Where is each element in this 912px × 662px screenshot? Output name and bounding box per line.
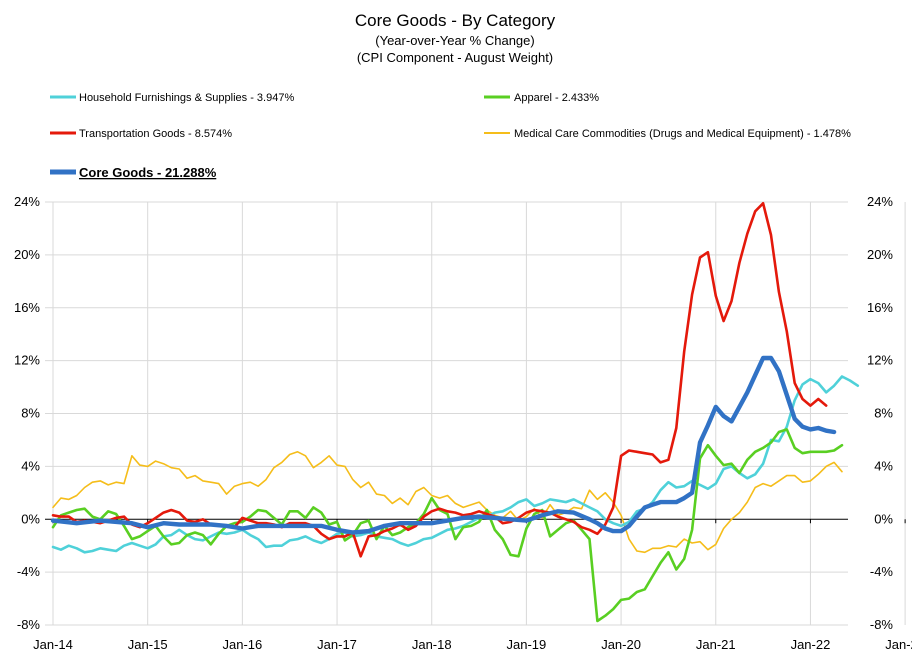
chart-title: Core Goods - By Category (355, 11, 556, 30)
y-tick-label-left: 20% (14, 247, 40, 262)
x-tick-label: Jan-23 (885, 637, 912, 652)
x-tick-label: Jan-22 (791, 637, 831, 652)
y-tick-label-right: 16% (867, 300, 893, 315)
x-tick-label: Jan-15 (128, 637, 168, 652)
y-axis-right-labels: 24% 20% 16% 12% 8% 4% 0% -4% -8% (867, 194, 893, 632)
x-tick-label: Jan-18 (412, 637, 452, 652)
y-tick-label-left: 24% (14, 194, 40, 209)
x-tick-label: Jan-17 (317, 637, 357, 652)
y-tick-label-right: 12% (867, 353, 893, 368)
y-tick-label-right: 4% (874, 458, 893, 473)
legend-label-core-goods: Core Goods - 21.288% (79, 165, 217, 180)
y-tick-label-left: 8% (21, 406, 40, 421)
legend-label-transportation: Transportation Goods - 8.574% (79, 128, 232, 140)
y-tick-label-right: -8% (870, 617, 894, 632)
legend-label-household: Household Furnishings & Supplies - 3.947… (79, 92, 294, 104)
series-apparel-line (51, 428, 844, 623)
y-tick-label-right: 24% (867, 194, 893, 209)
legend-label-apparel: Apparel - 2.433% (514, 92, 599, 104)
series-medical-line (52, 450, 843, 554)
x-tick-label: Jan-21 (696, 637, 736, 652)
y-tick-label-right: 20% (867, 247, 893, 262)
series-transportation-line (51, 202, 828, 558)
y-tick-label-left: -8% (17, 617, 41, 632)
series-core-goods-line (50, 355, 837, 535)
series-lines (50, 202, 860, 623)
y-axis-left-labels: 24% 20% 16% 12% 8% 4% 0% -4% -8% (14, 194, 40, 632)
y-tick-label-right: 0% (874, 511, 893, 526)
x-tick-label: Jan-16 (222, 637, 262, 652)
y-tick-label-left: 12% (14, 353, 40, 368)
x-tick-label: Jan-20 (601, 637, 641, 652)
gridlines (45, 201, 906, 626)
chart-subtitle-2: (CPI Component - August Weight) (357, 50, 553, 65)
chart-subtitle-1: (Year-over-Year % Change) (375, 33, 534, 48)
x-axis-labels: Jan-14 Jan-15 Jan-16 Jan-17 Jan-18 Jan-19 Jan-… (33, 637, 912, 652)
legend-label-medical: Medical Care Commodities (Drugs and Medi… (514, 128, 851, 140)
x-tick-label: Jan-14 (33, 637, 73, 652)
y-tick-label-right: 8% (874, 406, 893, 421)
y-tick-label-left: -4% (17, 564, 41, 579)
y-tick-label-right: -4% (870, 564, 894, 579)
y-tick-label-left: 0% (21, 511, 40, 526)
y-tick-label-left: 16% (14, 300, 40, 315)
y-tick-label-left: 4% (21, 458, 40, 473)
x-tick-label: Jan-19 (507, 637, 547, 652)
legend: Household Furnishings & Supplies - 3.947… (50, 92, 851, 180)
